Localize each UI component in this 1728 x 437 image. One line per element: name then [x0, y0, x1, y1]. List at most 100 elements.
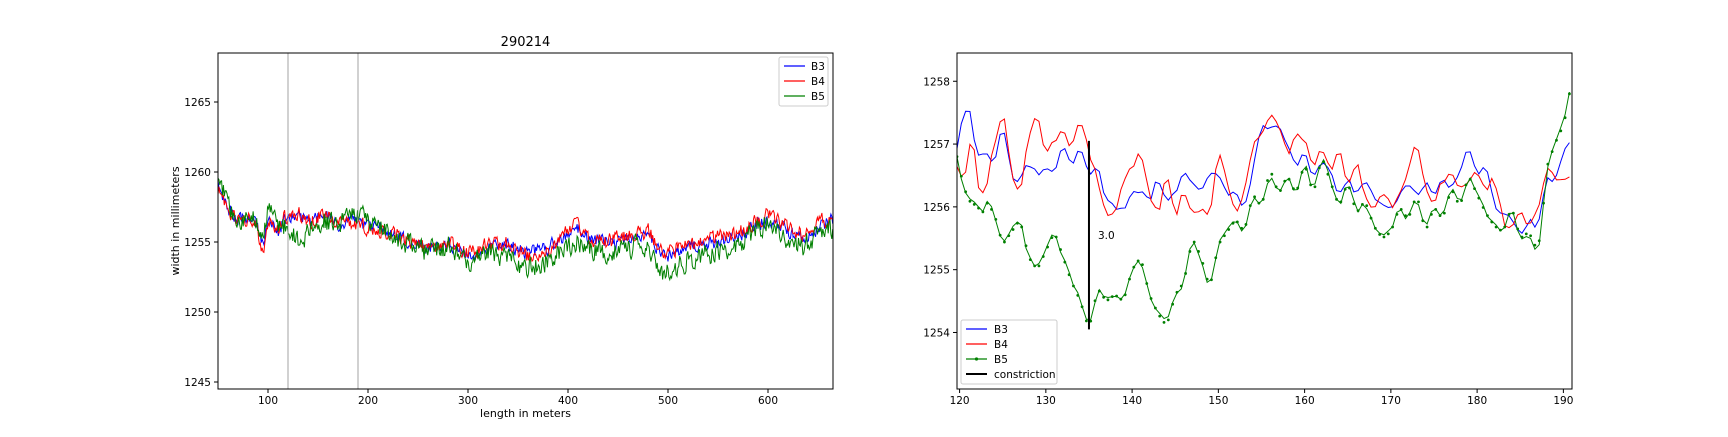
left-series-b4: [218, 186, 833, 263]
right-b5-marker: [1425, 225, 1429, 229]
left-plot-frame: [217, 52, 834, 390]
right-b5-marker: [1559, 129, 1563, 133]
right-b5-marker: [1287, 177, 1291, 181]
right-b5-marker: [1317, 166, 1321, 170]
right-b5-marker: [1205, 277, 1209, 281]
right-b5-marker: [1499, 228, 1502, 232]
right-y-tick-label: 1254: [923, 327, 950, 339]
right-b5-marker: [1197, 250, 1200, 253]
right-b5-marker: [1261, 197, 1265, 201]
right-b5-marker: [1106, 298, 1110, 302]
right-b5-marker: [1244, 223, 1248, 226]
right-b5-marker: [1365, 204, 1369, 208]
left-legend: B3 B4 B5: [778, 56, 829, 107]
right-b5-marker: [1511, 211, 1515, 215]
left-chart-title: 290214: [501, 35, 551, 50]
right-b5-marker: [1516, 227, 1520, 231]
right-b5-marker: [1300, 170, 1304, 174]
left-y-tick-label: 1260: [184, 167, 211, 179]
right-b5-marker: [1473, 187, 1476, 191]
right-b5-marker: [1339, 200, 1343, 204]
right-x-ticks: 120 130 140 150 160 170 180 190: [950, 389, 1573, 407]
right-legend-box: [960, 319, 1058, 385]
right-b5-marker: [1067, 273, 1071, 277]
right-b5-marker: [1192, 240, 1196, 244]
right-b5-marker: [1028, 258, 1032, 262]
right-b5-marker: [1430, 213, 1433, 216]
left-y-tick-label: 1255: [184, 237, 211, 249]
right-b5-marker: [1011, 228, 1015, 231]
right-b5-marker: [1063, 260, 1067, 264]
left-y-tick-label: 1265: [184, 97, 211, 109]
right-b5-marker: [1007, 234, 1011, 238]
right-b5-marker: [1054, 235, 1058, 239]
right-b5-marker: [1266, 179, 1269, 182]
right-b5-marker: [1395, 213, 1399, 216]
right-b5-marker: [1050, 236, 1054, 240]
right-b5-marker: [1240, 226, 1244, 230]
right-b5-marker: [1490, 220, 1494, 224]
right-b5-marker: [1274, 185, 1278, 189]
right-b5-marker: [1033, 264, 1037, 268]
right-b5-marker: [1046, 245, 1049, 249]
right-b5-marker: [1179, 284, 1183, 288]
right-b5-marker: [1309, 183, 1313, 187]
left-x-ticks: 100 200 300 400 500 600: [258, 389, 778, 407]
right-b5-marker: [1546, 162, 1550, 166]
right-b5-marker: [1507, 213, 1511, 216]
right-b5-marker: [1529, 234, 1532, 238]
right-b5-marker: [1352, 202, 1356, 206]
left-legend-label-b4: B4: [811, 76, 825, 88]
right-b5-marker: [1080, 305, 1084, 309]
right-b5-marker: [1330, 185, 1334, 189]
left-chart: 100 200 300 400 500 600 12451250125512601265 …: [169, 35, 834, 420]
right-b5-marker: [1123, 293, 1127, 297]
right-b5-marker: [1231, 221, 1235, 225]
right-b5-marker: [1404, 214, 1407, 218]
right-chart: 3.0 120 130 140 150 160 170 180 190 1254 1255 125…: [923, 52, 1573, 407]
right-b5-marker: [1382, 235, 1386, 239]
right-y-tick-label: 1258: [923, 76, 950, 88]
right-b5-marker: [1442, 211, 1446, 215]
right-b5-marker: [1537, 239, 1541, 243]
right-b5-marker: [1171, 302, 1175, 306]
right-b5-marker: [1361, 202, 1364, 206]
left-series-b5: [218, 177, 833, 282]
right-legend-label-b3: B3: [994, 324, 1008, 336]
right-b5-marker: [1304, 167, 1308, 171]
right-b5-marker: [1455, 199, 1459, 203]
left-x-tick-label: 400: [558, 395, 578, 407]
right-b5-marker: [1210, 278, 1213, 282]
right-b5-marker: [994, 218, 998, 221]
right-b5-marker: [1218, 240, 1222, 244]
right-constriction: 3.0: [1087, 140, 1115, 330]
right-b5-marker: [1093, 299, 1097, 303]
right-b5-marker: [1313, 185, 1317, 189]
right-b5-marker: [1481, 206, 1485, 209]
left-x-tick-label: 600: [758, 395, 778, 407]
right-b5-marker: [1119, 297, 1123, 301]
right-b5-marker: [1322, 160, 1325, 164]
right-b5-marker: [1447, 196, 1451, 199]
right-b5-marker: [1097, 289, 1101, 293]
right-b5-marker: [1520, 235, 1524, 239]
right-b5-marker: [1141, 263, 1144, 267]
right-b5-marker: [1149, 297, 1153, 300]
right-b5-marker: [1477, 196, 1481, 200]
left-series-lines: [218, 177, 833, 282]
right-b5-marker: [1378, 233, 1382, 236]
left-x-tick-label: 500: [658, 395, 678, 407]
right-b5-marker: [1542, 201, 1545, 205]
right-b5-marker: [1369, 216, 1373, 220]
right-b5-marker: [1059, 248, 1062, 251]
left-legend-label-b3: B3: [811, 61, 825, 73]
right-b5-marker: [1089, 319, 1093, 323]
right-y-tick-label: 1255: [923, 265, 950, 277]
right-b5-marker: [1214, 256, 1218, 260]
right-b5-marker: [1438, 214, 1442, 218]
right-b5-marker: [1166, 318, 1170, 322]
right-b5-marker: [981, 210, 985, 214]
right-b5-marker: [1335, 197, 1338, 201]
